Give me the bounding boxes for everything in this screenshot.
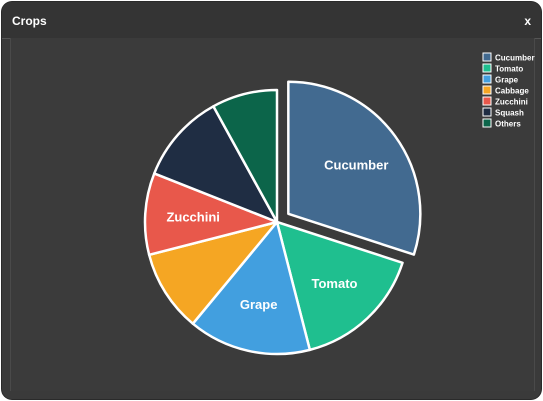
legend-label-tomato[interactable]: Tomato xyxy=(495,65,523,74)
slice-label-grape: Grape xyxy=(240,297,278,312)
legend-swatch-others xyxy=(482,118,492,128)
pie-slice-squash[interactable] xyxy=(153,105,279,224)
legend-swatch-zucchini xyxy=(482,96,492,106)
legend-swatch-tomato xyxy=(482,63,492,73)
close-button[interactable]: x xyxy=(524,14,531,28)
legend-label-squash[interactable]: Squash xyxy=(495,109,524,118)
pie-slice-zucchini[interactable] xyxy=(143,172,279,257)
slice-label-tomato: Tomato xyxy=(312,276,358,291)
window-title: Crops xyxy=(12,14,47,28)
slice-label-cucumber: Cucumber xyxy=(324,157,388,172)
legend-label-others[interactable]: Others xyxy=(495,120,521,129)
legend-swatch-squash xyxy=(482,107,492,117)
legend-swatch-cabbage xyxy=(482,85,492,95)
pie-slices xyxy=(143,80,422,356)
pie-slice-labels: Cucumber Tomato Grape Zucchini xyxy=(166,157,388,312)
pie-slice-grape[interactable] xyxy=(191,220,312,356)
legend-label-cucumber[interactable]: Cucumber xyxy=(495,54,535,63)
chart-legend: Cucumber Tomato Grape Cabbage Zucchini Squash… xyxy=(482,52,535,129)
legend-label-zucchini[interactable]: Zucchini xyxy=(495,98,528,107)
pie-slice-tomato[interactable] xyxy=(275,220,404,352)
legend-swatch-cucumber xyxy=(482,52,492,62)
legend-label-grape[interactable]: Grape xyxy=(495,76,519,85)
legend-label-cabbage[interactable]: Cabbage xyxy=(495,87,529,96)
pie-slice-cucumber[interactable] xyxy=(287,80,422,256)
legend-swatch-grape xyxy=(482,74,492,84)
slice-label-zucchini: Zucchini xyxy=(166,210,219,225)
pie-slice-others[interactable] xyxy=(212,88,279,224)
